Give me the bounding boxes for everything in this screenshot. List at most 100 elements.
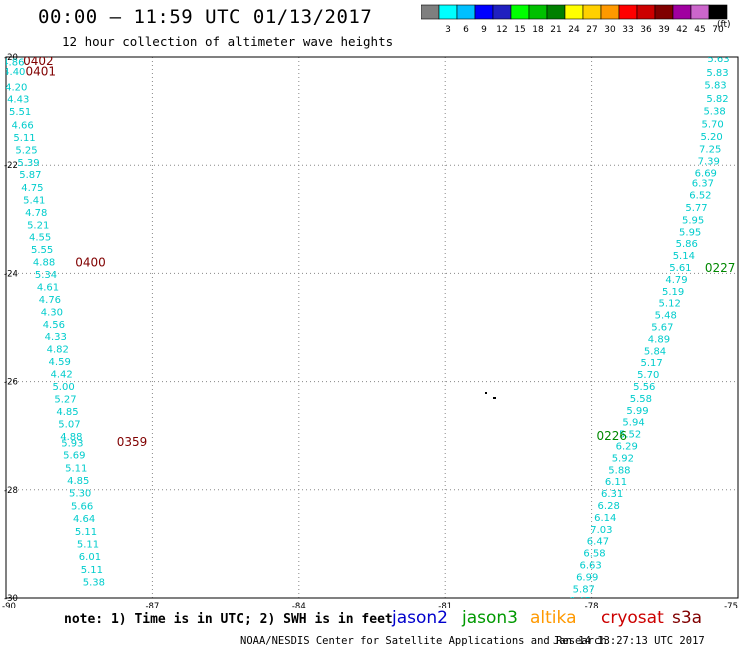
wave-height-value: 6.14 [594, 513, 616, 524]
wave-height-value: 4.85 [56, 407, 78, 418]
wave-height-value: 4.33 [45, 332, 67, 343]
y-tick-label: -30 [4, 594, 18, 604]
colorbar-tick-label: 36 [640, 25, 652, 35]
colorbar-tick-label: 30 [604, 25, 616, 35]
wave-height-value: 5.11 [81, 565, 103, 576]
wave-height-value: 5.70 [637, 370, 659, 381]
wave-height-value: 4.66 [11, 121, 33, 132]
chart-title: 00:00 – 11:59 UTC 01/13/2017 [38, 6, 373, 28]
wave-height-value: 5.25 [15, 146, 37, 157]
colorbar-tick-label: 18 [532, 25, 544, 35]
pass-time-label: 0400 [75, 256, 106, 270]
wave-height-value: 5.58 [630, 394, 652, 405]
wave-height-value: 4.82 [47, 345, 69, 356]
wave-height-value: 5.11 [65, 464, 87, 475]
wave-height-value: 5.11 [13, 133, 35, 144]
wave-height-value: 6.29 [616, 442, 638, 453]
footer-note: note: 1) Time is in UTC; 2) SWH is in fe… [64, 612, 393, 627]
wave-height-value: 5.41 [23, 195, 45, 206]
colorbar-tick-label: 45 [694, 25, 705, 35]
wave-height-value: 5.14 [673, 251, 695, 262]
x-tick-label: -75 [724, 602, 738, 608]
wave-height-value: 7.25 [699, 145, 721, 156]
wave-height-value: 5.51 [9, 107, 31, 118]
wave-height-value: 6.99 [576, 572, 598, 583]
wave-height-value: 5.84 [644, 346, 666, 357]
wave-height-value: 5.38 [83, 577, 105, 588]
swh-colorbar: 3 6 9 12 15 18 21 24 27 30 33 36 39 42 45 70 [421, 4, 728, 35]
colorbar-tick-label: 70 [712, 25, 724, 35]
y-tick-label: -22 [4, 161, 18, 171]
wave-height-value: 5.66 [71, 502, 93, 513]
colorbar-tick-label: 6 [463, 25, 469, 35]
colorbar-tick-label: 42 [676, 25, 687, 35]
chart-subtitle: 12 hour collection of altimeter wave hei… [62, 34, 394, 49]
wave-height-value: 5.19 [662, 287, 684, 298]
wave-height-map: -20 -22 -24 -26 -28 -30-90 -87 -84 -81 -78 -75 4.86… [2, 53, 739, 608]
colorbar-tick-label: 33 [622, 25, 633, 35]
wave-height-value: 5.67 [651, 323, 673, 334]
plot-area: 4.864.404.204.435.514.665.115.255.395.87… [6, 54, 736, 607]
wave-height-value: 4.59 [49, 357, 71, 368]
wave-height-value: 5.11 [77, 539, 99, 550]
footer-credit: NOAA/NESDIS Center for Satellite Applica… [240, 635, 607, 647]
wave-height-value: 5.93 [61, 438, 83, 449]
wave-height-value: 4.79 [665, 275, 687, 286]
wave-height-value: 5.69 [63, 451, 85, 462]
pass-time-label: 0359 [117, 435, 148, 449]
colorbar-tick-label: 27 [586, 25, 597, 35]
wave-height-value: 4.85 [67, 476, 89, 487]
legend-s3a: s3a [672, 608, 703, 628]
wave-height-value: 5.20 [701, 132, 723, 143]
wave-height-value: 5.83 [704, 81, 726, 92]
wave-height-value: 7.39 [698, 156, 720, 167]
wave-height-value: 4.75 [21, 183, 43, 194]
wave-height-value: 5.21 [27, 220, 49, 231]
colorbar-tick-label: 12 [496, 25, 507, 35]
wave-height-value: 5.17 [640, 358, 662, 369]
legend-altika: altika [530, 608, 577, 628]
wave-height-value: 6.45 [569, 596, 591, 607]
wave-height-value: 6.63 [579, 561, 601, 572]
colorbar-tick-label: 9 [481, 25, 487, 35]
pass-time-label: 0402 [23, 54, 54, 68]
footer-timestamp: Jan 14 13:27:13 UTC 2017 [553, 635, 705, 647]
wave-height-value: 5.30 [69, 489, 91, 500]
x-tick-label: -87 [145, 602, 159, 608]
wave-height-value: 6.69 [695, 168, 717, 179]
x-tick-label: -78 [585, 602, 599, 608]
x-tick-label: -84 [292, 602, 306, 608]
wave-height-value: 5.52 [619, 430, 641, 441]
wave-height-value: 6.01 [79, 552, 101, 563]
wave-height-value: 5.92 [612, 453, 634, 464]
wave-height-value: 5.39 [17, 158, 39, 169]
wave-height-value: 5.27 [54, 394, 76, 405]
wave-height-value: 4.88 [33, 258, 55, 269]
pass-time-label: 0226 [596, 429, 627, 443]
wave-height-value: 4.88 [60, 432, 82, 443]
wave-height-value: 4.78 [25, 208, 47, 219]
colorbar-tick-label: 3 [445, 25, 451, 35]
wave-height-value: 6.47 [587, 537, 609, 548]
wave-height-value: 5.56 [633, 382, 655, 393]
wave-height-value: 5.34 [35, 270, 57, 281]
wave-height-value: 4.56 [43, 320, 65, 331]
wave-height-value: 4.61 [37, 282, 59, 293]
y-tick-label: -20 [4, 53, 18, 63]
wave-height-value: 4.89 [648, 334, 670, 345]
pass-time-label: 0227 [705, 261, 736, 275]
legend-cryosat: cryosat [601, 608, 664, 628]
wave-height-value: 5.94 [622, 418, 644, 429]
grid-lines [5, 56, 739, 599]
wave-height-value: 5.55 [31, 245, 53, 256]
wave-height-value: 5.95 [679, 227, 701, 238]
wave-height-value: 7.03 [590, 525, 612, 536]
colorbar-unit-label: (ft) [717, 20, 731, 30]
wave-height-value: 5.88 [608, 465, 630, 476]
colorbar-tick-label: 24 [568, 25, 580, 35]
wave-height-value: 5.07 [58, 419, 80, 430]
y-tick-label: -24 [4, 269, 18, 279]
wave-height-value: 5.87 [19, 170, 41, 181]
x-tick-label: -90 [2, 602, 16, 608]
